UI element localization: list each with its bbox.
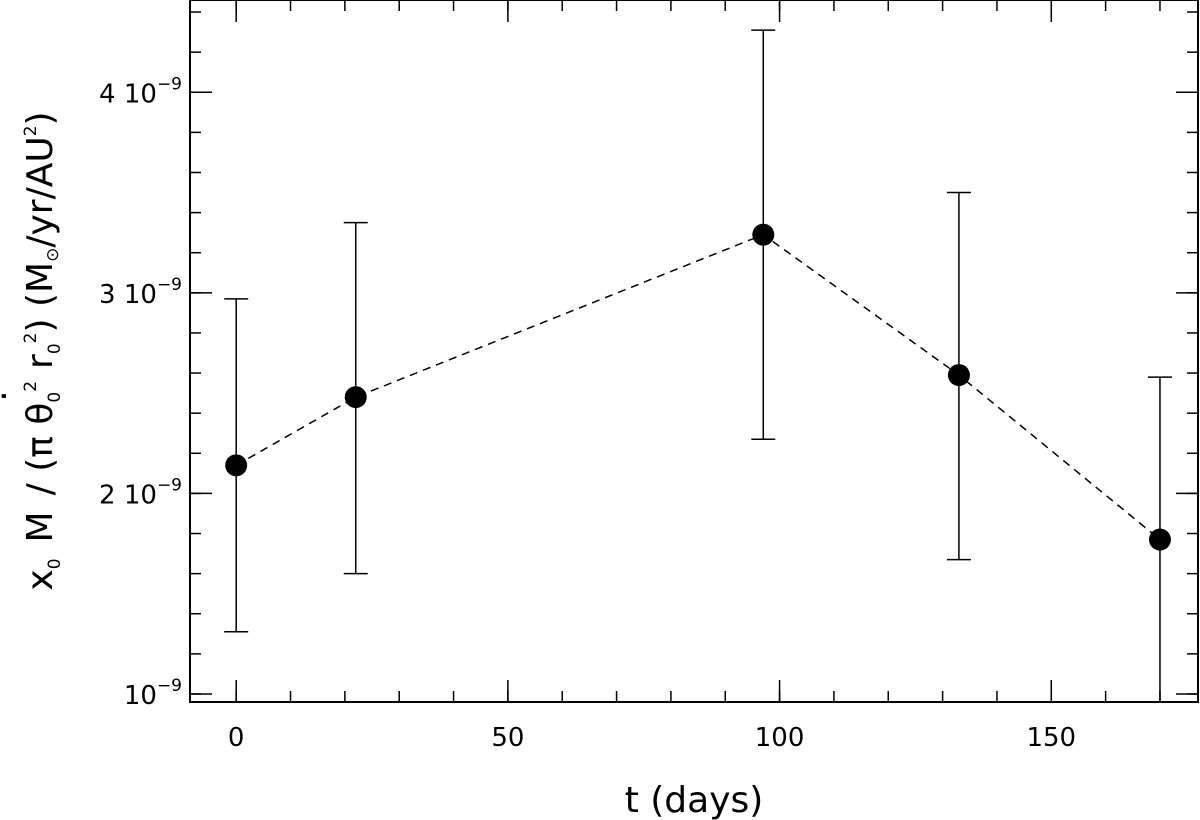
dashed-connecting-line [235,233,1161,541]
y-tick-label: 4 10−9 [99,74,182,109]
x-tick-label: 150 [1026,723,1076,753]
y-axis-title: x0M/ (π θ02r02) (M⊙/yr/AU2) · [0,111,65,590]
x-tick-label: 0 [228,723,245,753]
axis-ticks [190,0,1198,702]
data-point [752,223,775,246]
plot-frame [189,0,1199,703]
y-tick-label: 3 10−9 [99,275,182,310]
x-tick-labels: 0 50 100 150 [228,723,1076,753]
svg-text:x0M/ (π θ02r02) (M⊙/yr/AU2): x0M/ (π θ02r02) (M⊙/yr/AU2) [20,111,65,590]
y-tick-label: 2 10−9 [99,475,182,510]
svg-text:·: · [0,390,25,401]
y-tick-labels: 10−9 2 10−9 3 10−9 4 10−9 [99,74,182,711]
data-point [947,364,970,387]
data-point [344,386,367,409]
x-tick-label: 100 [755,723,805,753]
data-point [225,454,248,477]
x-axis-title: t (days) [625,780,764,820]
data-point [1148,528,1171,551]
x-tick-label: 50 [491,723,524,753]
data-series [224,29,1172,703]
y-tick-label: 10−9 [124,676,182,711]
